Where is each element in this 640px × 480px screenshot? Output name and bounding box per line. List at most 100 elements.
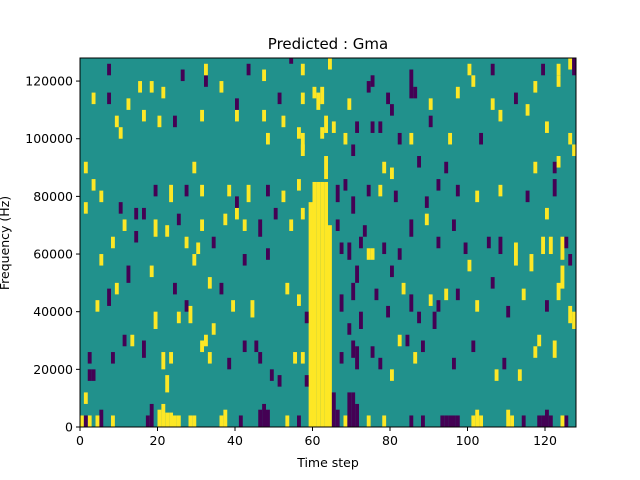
- heatmap-cell: [200, 340, 205, 353]
- x-axis-label: Time step: [296, 455, 359, 470]
- heatmap-cell: [281, 115, 286, 128]
- heatmap-cell: [455, 184, 460, 197]
- heatmap-cell: [320, 127, 325, 139]
- heatmap-cell: [382, 242, 387, 255]
- heatmap-cell: [324, 156, 329, 180]
- heatmap-cell: [475, 190, 480, 203]
- heatmap-cell: [161, 352, 166, 370]
- heatmap-cell: [242, 340, 247, 353]
- heatmap-cell: [114, 282, 119, 295]
- heatmap-cell: [304, 311, 309, 324]
- heatmap-cell: [95, 300, 100, 312]
- heatmap-cell: [173, 282, 177, 295]
- heatmap-cell: [448, 132, 453, 145]
- heatmap-cell: [351, 282, 356, 301]
- heatmap-cell: [285, 282, 290, 295]
- heatmap-cell: [235, 196, 239, 208]
- heatmap-cell: [494, 369, 499, 381]
- heatmap-cell: [560, 415, 565, 427]
- heatmap-cell: [262, 109, 267, 122]
- heatmap-cell: [250, 300, 255, 318]
- heatmap-cell: [390, 167, 394, 180]
- heatmap-cell: [514, 242, 518, 266]
- heatmap-cell: [192, 415, 197, 427]
- heatmap-cell: [351, 144, 356, 157]
- heatmap-cell: [409, 219, 414, 237]
- heatmap-cell: [107, 63, 112, 76]
- heatmap-cell: [440, 415, 445, 427]
- plot-area: [80, 58, 576, 427]
- heatmap-cell: [204, 63, 208, 76]
- heatmap-cell: [169, 352, 174, 364]
- heatmap-cell: [149, 265, 154, 278]
- y-tick-label: 80000: [33, 189, 73, 204]
- heatmap-cell: [219, 415, 224, 427]
- heatmap-cell: [498, 184, 503, 197]
- heatmap-cell: [413, 86, 418, 99]
- heatmap-cell: [397, 248, 402, 260]
- heatmap-cell: [455, 415, 460, 427]
- heatmap-cell: [180, 69, 185, 82]
- heatmap-cell: [165, 412, 170, 427]
- heatmap-cell: [169, 184, 174, 203]
- heatmap-cell: [246, 184, 251, 203]
- heatmap-cell: [355, 403, 360, 427]
- heatmap-cell: [428, 294, 433, 306]
- heatmap-cell: [142, 109, 146, 122]
- heatmap-cell: [548, 236, 553, 255]
- heatmap-cell: [153, 311, 158, 329]
- heatmap-cell: [541, 236, 546, 255]
- heatmap-cell: [297, 127, 301, 139]
- x-tick-label: 0: [76, 433, 84, 448]
- heatmap-cell: [490, 277, 495, 289]
- heatmap-cell: [184, 236, 189, 249]
- heatmap-cell: [83, 161, 88, 174]
- heatmap-cell: [347, 98, 352, 110]
- heatmap-cell: [300, 207, 305, 220]
- heatmap-cell: [351, 196, 356, 214]
- heatmap-cell: [297, 415, 301, 427]
- heatmap-cell: [572, 144, 576, 157]
- heatmap-cell: [80, 415, 84, 427]
- heatmap-cell: [455, 288, 460, 301]
- heatmap-cell: [417, 311, 422, 324]
- heatmap-cell: [393, 190, 398, 203]
- heatmap-cell: [219, 81, 224, 93]
- heatmap-cell: [297, 179, 301, 191]
- heatmap-cell: [176, 213, 181, 226]
- heatmap-cell: [556, 156, 561, 168]
- heatmap-cell: [207, 277, 212, 289]
- heatmap-cell: [262, 403, 267, 427]
- heatmap-cell: [188, 415, 193, 427]
- heatmap-cell: [157, 115, 162, 128]
- heatmap-cell: [378, 121, 383, 133]
- heatmap-cell: [405, 334, 410, 347]
- heatmap-cell: [436, 236, 441, 249]
- heatmap-cell: [397, 334, 402, 347]
- heatmap-cell: [545, 207, 549, 220]
- heatmap-cell: [463, 242, 468, 255]
- heatmap-cell: [448, 415, 453, 427]
- heatmap-cell: [235, 207, 239, 220]
- heatmap-cell: [95, 415, 100, 427]
- heatmap-cell: [266, 132, 270, 145]
- heatmap-cell: [107, 288, 112, 306]
- heatmap-cell: [351, 392, 356, 427]
- heatmap-cell: [424, 196, 429, 208]
- heatmap-cell: [192, 161, 197, 174]
- heatmap-cell: [328, 58, 332, 70]
- heatmap-cell: [362, 225, 367, 237]
- heatmap-cell: [122, 334, 127, 347]
- heatmap-cell: [161, 403, 166, 427]
- heatmap-cell: [533, 346, 538, 358]
- heatmap-cell: [339, 352, 344, 364]
- heatmap-cell: [153, 219, 158, 237]
- heatmap-cell: [312, 86, 317, 99]
- heatmap-cell: [417, 156, 422, 168]
- x-tick-label: 60: [305, 433, 321, 448]
- heatmap-cell: [87, 352, 92, 364]
- heatmap-cell: [227, 357, 232, 370]
- heatmap-cell: [401, 282, 406, 295]
- heatmap-cell: [331, 392, 336, 427]
- heatmap-cell: [506, 305, 511, 318]
